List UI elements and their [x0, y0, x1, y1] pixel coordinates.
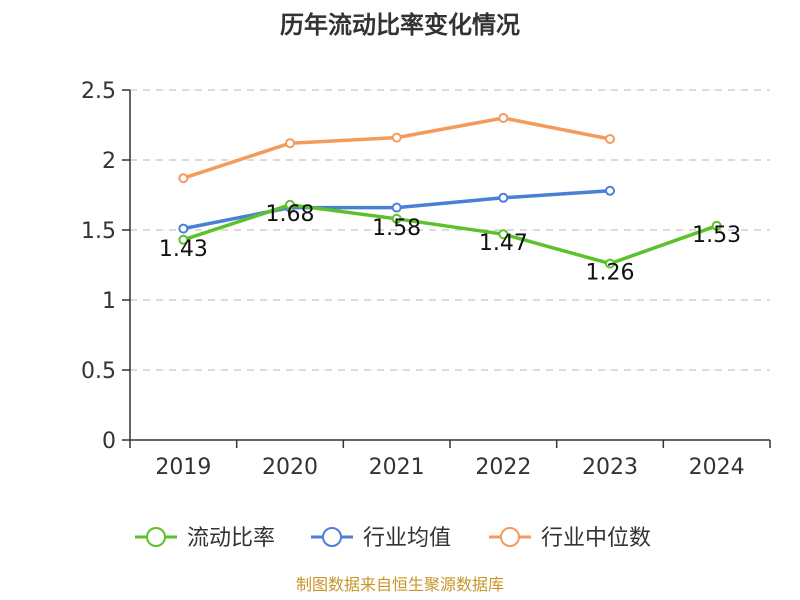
data-point	[711, 220, 722, 231]
x-tick-label: 2019	[155, 455, 211, 480]
data-point	[391, 213, 402, 224]
y-tick-label: 0.5	[81, 359, 116, 384]
axes	[122, 89, 771, 448]
legend-label: 行业均值	[363, 526, 451, 551]
data-label: 1.26	[586, 261, 635, 286]
legend[interactable]: 流动比率 行业均值 行业中位数	[135, 526, 651, 551]
data-point	[178, 234, 189, 245]
grid-lines	[130, 89, 770, 371]
data-label: 1.43	[159, 237, 208, 262]
legend-marker	[146, 527, 166, 547]
legend-marker	[322, 527, 342, 547]
x-tick-label: 2021	[369, 455, 425, 480]
series-line	[182, 203, 718, 266]
series-line	[182, 116, 611, 180]
legend-label: 流动比率	[187, 526, 275, 551]
data-point	[498, 229, 509, 240]
y-tick-label: 2	[102, 149, 116, 174]
chart-title: 历年流动比率变化情况	[280, 11, 520, 39]
legend-item[interactable]: 流动比率	[135, 526, 275, 551]
x-tick-label: 2022	[475, 455, 531, 480]
series-layer	[178, 113, 722, 269]
y-tick-label: 2.5	[81, 79, 116, 104]
data-point	[391, 132, 402, 143]
y-tick-label: 1	[102, 289, 116, 314]
data-label: 1.47	[479, 231, 528, 256]
x-tick-label: 2020	[262, 455, 318, 480]
legend-item[interactable]: 行业均值	[311, 526, 451, 551]
data-point	[391, 202, 402, 213]
x-tick-labels: 2019 2020 2021 2022 2023 2024	[155, 455, 744, 480]
data-point	[178, 173, 189, 184]
x-tick-label: 2024	[689, 455, 745, 480]
legend-item[interactable]: 行业中位数	[489, 526, 651, 551]
data-point	[605, 258, 615, 269]
data-labels: 1.43 1.68 1.58 1.47 1.26 1.53	[159, 202, 741, 286]
y-tick-label: 0	[102, 429, 116, 454]
data-label: 1.58	[372, 216, 421, 241]
data-label: 1.53	[692, 223, 741, 248]
y-tick-labels: 0 0.5 1 1.5 2 2.5	[81, 79, 116, 454]
data-point	[498, 113, 509, 123]
source-note: 制图数据来自恒生聚源数据库	[296, 575, 504, 594]
data-point	[178, 223, 189, 234]
legend-marker	[500, 527, 520, 547]
data-label: 1.68	[266, 202, 315, 227]
data-point	[285, 199, 295, 210]
x-tick-label: 2023	[582, 455, 638, 480]
data-point	[605, 185, 615, 196]
legend-label: 行业中位数	[541, 526, 651, 551]
data-point	[285, 138, 295, 149]
data-point	[498, 192, 509, 203]
data-point	[605, 134, 615, 144]
y-tick-label: 1.5	[81, 219, 116, 244]
